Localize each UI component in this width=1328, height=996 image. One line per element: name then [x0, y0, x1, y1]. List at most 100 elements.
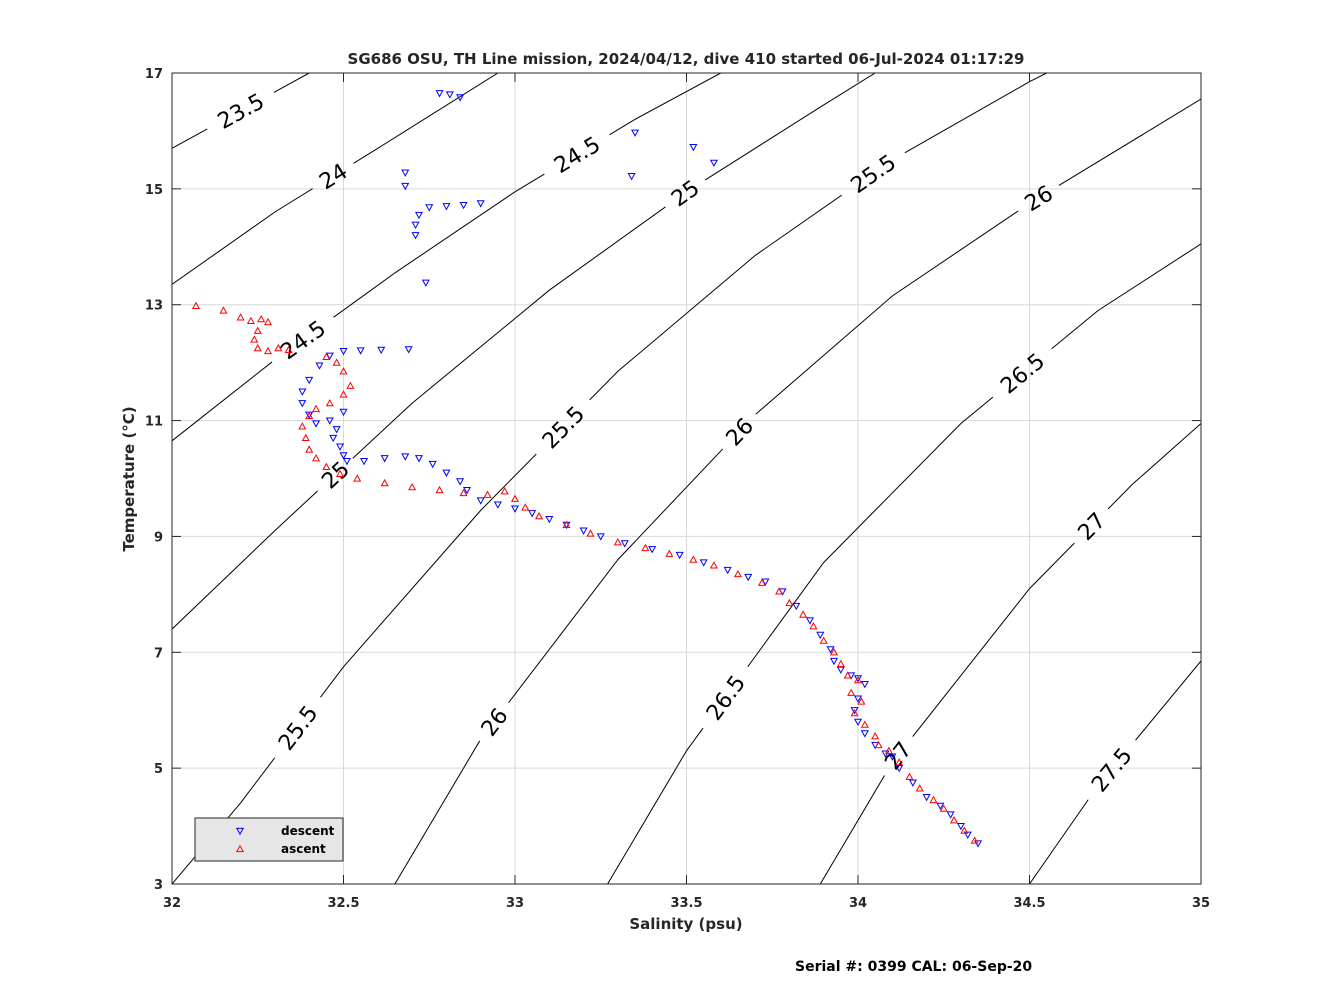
- ascent-point: [257, 314, 266, 323]
- ascent-point: [322, 352, 331, 360]
- ascent-point: [843, 671, 852, 679]
- descent-point: [792, 602, 801, 611]
- descent-point: [342, 458, 351, 466]
- legend: descent ascent: [194, 817, 344, 862]
- y-tick-label: 9: [154, 530, 163, 545]
- descent-point: [974, 840, 983, 848]
- descent-point: [888, 753, 897, 761]
- ascent-point: [274, 343, 283, 352]
- descent-point: [723, 566, 732, 575]
- descent-point: [853, 675, 863, 683]
- ascent-point: [301, 433, 310, 442]
- descent-point: [305, 376, 314, 385]
- legend-box: [194, 817, 344, 862]
- descent-point: [462, 486, 472, 495]
- descent-point: [744, 573, 753, 582]
- ascent-point: [733, 569, 742, 578]
- grid-lines: [171, 72, 1202, 885]
- contour-label: 24.5: [276, 316, 330, 365]
- ascent-point: [799, 610, 808, 618]
- ascent-point: [915, 784, 924, 792]
- legend-label-ascent: ascent: [281, 842, 326, 856]
- ascent-point: [665, 549, 674, 557]
- ascent-point: [408, 482, 417, 491]
- ascent-point: [263, 317, 273, 326]
- ascent-point: [483, 490, 492, 498]
- ascent-point: [534, 511, 544, 520]
- ascent-point: [949, 816, 959, 824]
- ascent-point: [353, 474, 362, 482]
- contour-label: 26: [477, 704, 514, 741]
- descent-point: [315, 362, 324, 370]
- contour-label: 25.5: [274, 701, 323, 755]
- descent-point: [298, 400, 307, 408]
- ascent-point: [500, 487, 509, 495]
- descent-point: [456, 478, 465, 486]
- descent-point: [442, 203, 451, 211]
- density-contour-line: [172, 73, 876, 630]
- descent-point: [377, 346, 386, 355]
- ascent-point: [757, 578, 767, 586]
- ascent-point: [895, 758, 904, 766]
- descent-point: [329, 434, 338, 443]
- series-ascent: [191, 301, 979, 844]
- contour-label: 25.5: [847, 150, 901, 199]
- descent-point: [356, 347, 365, 355]
- ascent-point: [305, 411, 314, 420]
- descent-point: [411, 232, 420, 240]
- ascent-point: [785, 598, 794, 607]
- y-tick-label: 17: [145, 67, 163, 82]
- descent-point: [411, 221, 420, 230]
- ascent-point: [339, 367, 348, 375]
- descent-point: [476, 497, 485, 505]
- ascent-point: [586, 529, 595, 537]
- contour-label: 24.5: [550, 132, 605, 179]
- ascent-point: [305, 445, 314, 453]
- ascent-point: [510, 494, 520, 502]
- descent-point: [860, 681, 869, 689]
- descent-point: [401, 169, 410, 177]
- footer-serial-cal: Serial #: 0399 CAL: 06-Sep-20: [795, 959, 1032, 975]
- ascent-point: [819, 636, 828, 644]
- ascent-point: [298, 422, 307, 430]
- ascent-point: [836, 659, 845, 667]
- descent-point: [336, 443, 345, 451]
- descent-point: [689, 144, 698, 152]
- ascent-point: [246, 316, 255, 325]
- x-tick-label: 35: [1192, 896, 1210, 911]
- ascent-point: [709, 561, 718, 569]
- ascent-point: [253, 326, 262, 334]
- descent-point: [946, 811, 955, 819]
- descent-point: [476, 200, 485, 208]
- descent-point: [908, 779, 917, 787]
- contour-label: 26: [722, 414, 759, 452]
- ascent-point: [929, 795, 938, 804]
- descent-point: [332, 426, 341, 434]
- descent-point: [826, 646, 835, 654]
- density-contour-line: [172, 73, 310, 149]
- descent-point: [510, 505, 520, 513]
- ascent-point: [312, 453, 321, 462]
- density-contour-line: [394, 98, 1201, 884]
- ascent-point: [336, 469, 345, 477]
- descent-point: [853, 695, 863, 703]
- ascent-point: [236, 313, 245, 321]
- descent-point: [963, 831, 972, 839]
- density-contour-line: [1029, 660, 1201, 884]
- y-axis-label: Temperature (°C): [120, 406, 138, 551]
- descent-point: [805, 617, 815, 625]
- density-contour-line: [819, 423, 1201, 884]
- legend-marker-ascent: [235, 844, 245, 853]
- descent-point: [596, 533, 605, 541]
- descent-point: [401, 182, 410, 191]
- descent-point: [545, 515, 554, 524]
- density-contour-line: [172, 73, 499, 285]
- contour-label: 27: [1074, 508, 1111, 545]
- density-contour-line: [607, 243, 1201, 884]
- ascent-point: [459, 488, 468, 497]
- ascent-point: [939, 804, 948, 812]
- descent-point: [829, 657, 839, 666]
- y-tick-label: 3: [154, 878, 163, 893]
- contour-label: 23.5: [214, 89, 269, 135]
- ascent-point: [850, 708, 859, 717]
